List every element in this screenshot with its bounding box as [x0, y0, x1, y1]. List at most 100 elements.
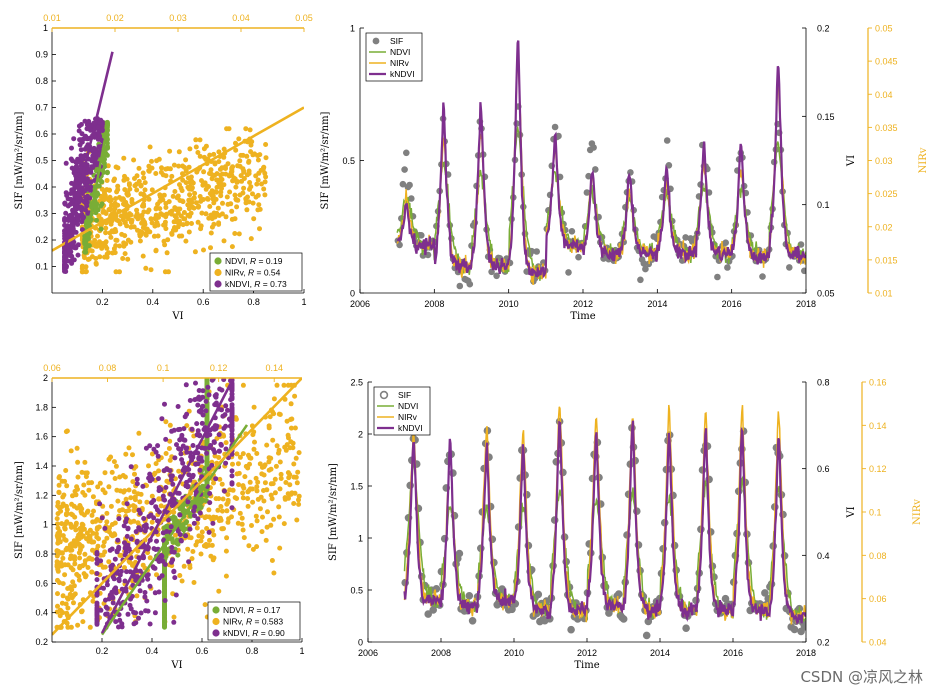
- x-tick-label: 0.4: [146, 646, 159, 656]
- scatter-point-nirv: [106, 559, 112, 565]
- legend-box: [209, 252, 303, 292]
- scatter-point-nirv: [201, 146, 207, 152]
- scatter-point-nirv: [177, 206, 183, 212]
- scatter-point-kndvi: [191, 508, 197, 514]
- scatter-point-ndvi: [180, 505, 185, 511]
- y-tick-label: 0.8: [35, 549, 48, 559]
- x-tick-label: 0.6: [196, 646, 209, 656]
- scatter-point-kndvi: [81, 198, 87, 204]
- scatter-point-nirv: [64, 503, 69, 509]
- sif-point: [399, 180, 407, 188]
- scatter-point-nirv: [121, 213, 127, 219]
- scatter-point-kndvi: [181, 426, 187, 432]
- scatter-point-kndvi: [113, 619, 119, 625]
- legend-separator: ,: [248, 628, 253, 638]
- scatter-point-kndvi: [95, 124, 101, 130]
- scatter-point-ndvi: [180, 522, 185, 528]
- scatter-point-nirv: [127, 559, 133, 565]
- scatter-point-kndvi: [97, 501, 103, 507]
- scatter-point-kndvi: [191, 520, 197, 526]
- right-vi-tick-label: 0.2: [817, 638, 830, 648]
- scatter-point-nirv: [246, 158, 252, 164]
- top-tick-label: 0.04: [232, 13, 250, 23]
- scatter-point-nirv: [211, 151, 217, 157]
- scatter-point-nirv: [242, 474, 248, 480]
- sif-point: [534, 590, 543, 599]
- scatter-point-kndvi: [94, 550, 100, 555]
- top-tick-label: 0.12: [210, 363, 228, 373]
- scatter-point-nirv: [132, 176, 137, 181]
- scatter-point-nirv: [213, 515, 219, 520]
- scatter-point-nirv: [273, 463, 279, 469]
- right-vi-tick-label: 0.4: [817, 551, 830, 561]
- sif-point: [759, 273, 766, 280]
- scatter-point-nirv: [191, 195, 197, 201]
- scatter-point-nirv: [210, 193, 216, 199]
- scatter-point-kndvi: [104, 582, 110, 588]
- scatter-point-nirv: [72, 561, 78, 567]
- scatter-point-nirv: [259, 529, 265, 535]
- scatter-point-nirv: [284, 442, 290, 448]
- sif-point: [424, 610, 433, 618]
- y-tick-label: 0.4: [35, 608, 48, 618]
- scatter-point-kndvi: [195, 461, 201, 467]
- legend-stat-value: = 0.17: [254, 605, 281, 615]
- scatter-point-kndvi: [65, 203, 71, 209]
- scatter-point-nirv: [70, 567, 76, 573]
- scatter-point-kndvi: [229, 410, 235, 416]
- scatter-point-nirv: [54, 516, 60, 522]
- y-tick-label: 0.5: [342, 156, 355, 166]
- scatter-point-nirv: [236, 482, 242, 488]
- axes-top-timeseries: 2006 2008 2010 2012 2014 2016 2018 0 0.5 1 Time SIF…: [320, 24, 929, 323]
- legend-separator: ,: [243, 268, 248, 278]
- scatter-point-nirv: [276, 447, 282, 453]
- scatter-point-nirv: [221, 146, 227, 152]
- scatter-point-nirv: [65, 605, 71, 611]
- scatter-point-kndvi: [229, 481, 235, 487]
- scatter-point-kndvi: [113, 590, 119, 596]
- y-axis-title: SIF [mW/m²/sr/nm]: [14, 461, 25, 559]
- scatter-point-nirv: [159, 193, 165, 199]
- scatter-point-nirv: [70, 579, 76, 585]
- scatter-point-kndvi: [136, 507, 142, 513]
- scatter-point-kndvi: [213, 392, 219, 398]
- legend-label-sif: SIF: [398, 390, 411, 400]
- scatter-point-nirv: [229, 244, 235, 250]
- scatter-point-kndvi: [112, 556, 118, 562]
- scatter-point-nirv: [216, 149, 222, 155]
- scatter-point-nirv: [146, 196, 152, 202]
- scatter-point-nirv: [195, 219, 201, 225]
- scatter-point-nirv: [103, 230, 109, 236]
- scatter-point-nirv: [253, 173, 259, 179]
- scatter-point-nirv: [81, 482, 87, 488]
- right-nirv-tick-label: 0.12: [869, 464, 887, 474]
- x-tick-label: 2014: [647, 299, 667, 309]
- scatter-point-nirv: [113, 196, 119, 202]
- scatter-point-nirv: [166, 446, 172, 451]
- scatter-point-nirv: [227, 189, 233, 195]
- scatter-point-kndvi: [107, 547, 113, 553]
- scatter-point-kndvi: [194, 421, 200, 427]
- scatter-point-nirv: [281, 521, 287, 527]
- y-tick-label: 1.6: [35, 432, 48, 442]
- scatter-point-nirv: [226, 173, 232, 179]
- legend-label-kndvi: kNDVI, R = 0.90: [223, 628, 285, 638]
- scatter-point-nirv: [55, 603, 60, 609]
- scatter-point-nirv: [264, 442, 270, 448]
- scatter-point-nirv: [159, 165, 164, 171]
- scatter-point-kndvi: [229, 424, 235, 430]
- legend-swatch-ndvi: [214, 257, 222, 265]
- right-vi-tick-label: 0.15: [817, 112, 835, 122]
- x-tick-label: 2006: [350, 299, 370, 309]
- right-vi-tick-label: 0.6: [817, 464, 830, 474]
- scatter-point-nirv: [76, 532, 82, 538]
- scatter-point-kndvi: [183, 446, 189, 451]
- right-vi-tick-label: 0.8: [817, 378, 830, 388]
- scatter-point-nirv: [250, 499, 256, 505]
- scatter-point-nirv: [247, 186, 252, 192]
- scatter-point-nirv: [82, 459, 88, 465]
- scatter-point-nirv: [93, 260, 99, 266]
- x-tick-label: 2018: [796, 299, 816, 309]
